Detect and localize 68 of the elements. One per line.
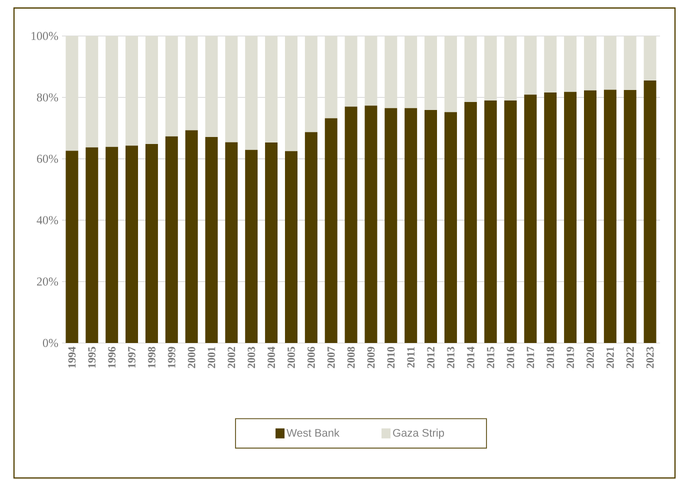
x-tick-label: 2007 [327,347,335,368]
bar [225,142,238,344]
bar [404,108,418,344]
y-tick-label: 80% [36,94,58,102]
x-tick-label: 1996 [108,347,116,368]
x-tick-label: 2016 [506,347,514,368]
bar [644,80,656,344]
x-tick-label: 2011 [407,347,415,368]
bar [384,108,398,344]
x-tick-label: 2013 [447,347,454,368]
bar [165,136,178,344]
x-tick-label: 2009 [367,347,375,368]
y-tick-label: 60% [36,154,58,164]
bar [604,90,616,344]
x-tick-label: 2012 [427,347,434,368]
bar [106,147,118,344]
x-tick-label: 2014 [466,346,474,368]
bar [424,110,438,344]
x-tick-label: 1994 [68,346,76,368]
legend-label: Gaza Strip [393,428,444,440]
x-tick-label: 2015 [486,347,494,368]
x-tick-label: 2002 [228,347,236,368]
x-tick-label: 1999 [168,347,176,368]
bar [284,151,298,344]
x-tick-label: 2017 [526,347,534,368]
bar [524,94,537,344]
y-tick-label: 0% [42,339,58,348]
legend-label: West Bank [286,428,340,437]
bar [245,150,258,344]
bar [86,148,98,344]
x-tick-label: 1995 [88,347,96,368]
x-tick-label: 1998 [148,347,156,368]
bar [205,137,218,344]
x-tick-label: 2001 [208,347,216,368]
bar [126,146,138,344]
bar [265,142,278,344]
bar [324,118,338,344]
bar [504,100,517,344]
bar [344,106,358,344]
x-tick-label: 2020 [586,347,594,368]
x-tick-label: 2022 [626,347,634,368]
y-tick-label: 100% [32,32,58,40]
x-tick-label: 2023 [646,347,654,368]
x-tick-label: 2005 [288,347,295,368]
x-tick-label: 2000 [188,347,196,368]
x-tick-label: 2003 [248,347,256,368]
x-tick-label: 2021 [606,347,614,368]
bar [66,151,78,344]
bar [304,132,318,344]
bar [444,112,457,344]
bar [145,144,158,344]
x-tick-label: 2008 [347,347,355,368]
x-tick-label: 1997 [128,347,136,368]
x-tick-label: 2006 [307,347,315,368]
bar [185,130,198,344]
x-tick-label: 2019 [566,347,574,368]
y-tick-label: 20% [37,278,58,286]
x-tick-label: 2004 [268,346,276,368]
bar [364,106,378,344]
bar [464,102,477,344]
y-tick-label: 40% [36,216,58,224]
bar [544,92,557,344]
x-tick-label: 2018 [546,347,554,368]
bar [484,100,497,344]
bar [564,92,577,344]
bar [624,90,636,344]
bar [584,90,596,344]
x-tick-label: 2010 [387,347,395,368]
